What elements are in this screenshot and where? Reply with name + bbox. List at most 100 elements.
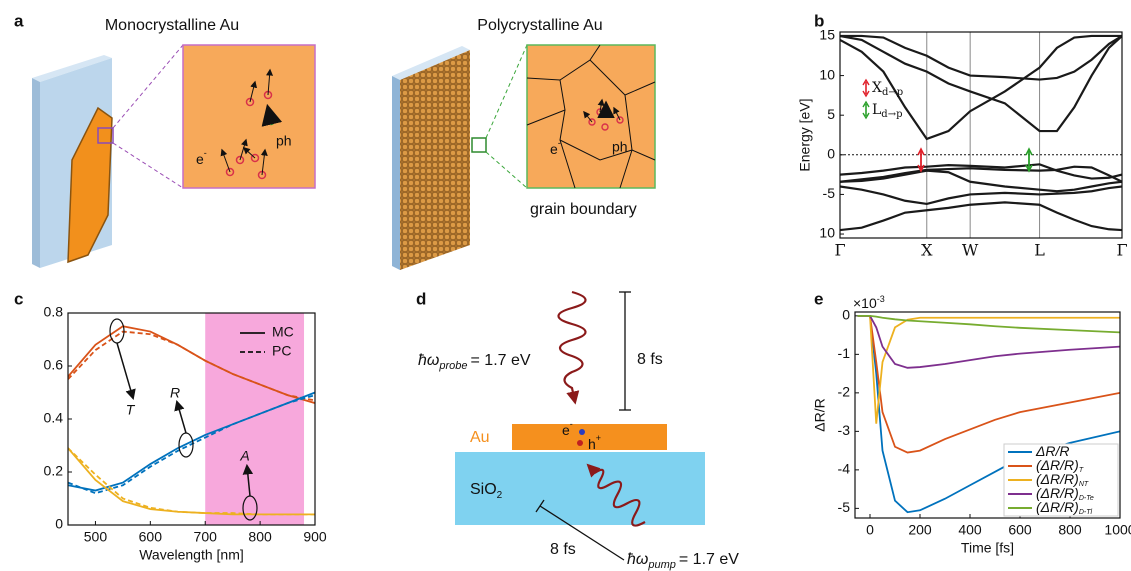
electron-sup: - bbox=[570, 419, 573, 429]
y-tick-label: 15 bbox=[819, 27, 835, 43]
y-axis-label: ΔR/R bbox=[812, 398, 828, 431]
legend-label-sub: D-Tl bbox=[1079, 509, 1093, 516]
hole-dot bbox=[577, 440, 583, 446]
x-tick-label: X bbox=[921, 241, 933, 260]
legend-label-main: (ΔR/R) bbox=[1036, 499, 1079, 515]
y-tick-label: 5 bbox=[827, 106, 835, 122]
probe-energy: ħωprobe = 1.7 eV bbox=[418, 352, 531, 372]
annotation-arrow bbox=[117, 343, 133, 398]
x-tick-label: 900 bbox=[303, 529, 327, 545]
x-tick-label: 600 bbox=[1008, 522, 1032, 538]
annotation: Ld→p bbox=[872, 102, 902, 120]
x-tick-label: 200 bbox=[908, 522, 932, 538]
electron-sup: - bbox=[558, 138, 561, 148]
y-tick-label: -4 bbox=[838, 461, 851, 477]
pump-duration: 8 fs bbox=[550, 541, 576, 558]
electron-dot bbox=[579, 429, 585, 435]
panel-label: d bbox=[416, 289, 426, 308]
y-exponent-power: -3 bbox=[877, 294, 885, 304]
y-tick-label: -5 bbox=[838, 499, 851, 515]
x-tick-label: 500 bbox=[84, 529, 108, 545]
electron-text: e bbox=[562, 422, 570, 438]
y-tick-label: 0 bbox=[842, 307, 850, 323]
y-axis-label: Energy [eV] bbox=[797, 98, 813, 171]
y-tick-label: 0.2 bbox=[44, 463, 64, 479]
annotation-label: T bbox=[126, 402, 136, 418]
x-axis-label: Time [fs] bbox=[961, 540, 1014, 556]
x-tick-label: L bbox=[1034, 241, 1045, 260]
x-tick-label: 600 bbox=[139, 529, 163, 545]
probe-sub: probe bbox=[438, 360, 467, 372]
plot-frame bbox=[840, 32, 1122, 238]
band-line bbox=[840, 202, 1122, 230]
mono-slab bbox=[32, 45, 183, 268]
probe-rest: = 1.7 eV bbox=[471, 352, 531, 369]
probe-pulse bbox=[559, 292, 632, 410]
annotation-main: L bbox=[872, 102, 881, 118]
pump-symbol: ħω bbox=[627, 551, 648, 568]
substrate-text: SiO bbox=[470, 481, 497, 498]
band-line bbox=[840, 36, 1122, 80]
poly-inset bbox=[527, 45, 655, 188]
band-line bbox=[840, 171, 1122, 192]
phonon-label: ph bbox=[612, 139, 628, 155]
y-exponent: ×10-3 bbox=[853, 294, 885, 310]
x-tick-label: 800 bbox=[248, 529, 272, 545]
annotation-main: X bbox=[872, 80, 882, 96]
electron-text: e bbox=[550, 141, 558, 157]
gold-label: Au bbox=[470, 429, 490, 446]
x-tick-label: W bbox=[962, 241, 979, 260]
y-tick-label: 0 bbox=[55, 516, 63, 532]
electron-sup: - bbox=[204, 148, 207, 158]
poly-slab bbox=[392, 45, 527, 270]
y-tick-label: 10 bbox=[819, 225, 835, 241]
y-tick-label: 0.6 bbox=[44, 357, 64, 373]
panel-label: a bbox=[14, 11, 24, 30]
hole-text: h bbox=[588, 436, 596, 452]
x-tick-label: 0 bbox=[866, 522, 874, 538]
x-tick-label: Γ bbox=[1116, 241, 1127, 260]
hole-sup: + bbox=[596, 433, 601, 443]
y-tick-label: -2 bbox=[838, 384, 851, 400]
panel-label: e bbox=[814, 289, 823, 308]
y-tick-label: -3 bbox=[838, 422, 851, 438]
band-line bbox=[858, 316, 1121, 368]
page: a b c d e Monocrystalline Au e- ph Polyc… bbox=[0, 0, 1131, 571]
x-tick-label: 1000 bbox=[1104, 522, 1131, 538]
annotation-label: R bbox=[170, 385, 180, 401]
annotation: Xd→p bbox=[872, 80, 903, 98]
probe-symbol: ħω bbox=[418, 352, 439, 369]
figure: a b c d e Monocrystalline Au e- ph Polyc… bbox=[0, 0, 1131, 571]
legend-label: MC bbox=[272, 324, 294, 340]
electron-text: e bbox=[196, 151, 204, 167]
annotation-label: A bbox=[239, 448, 249, 464]
poly-title: Polycrystalline Au bbox=[477, 17, 602, 34]
y-tick-label: 10 bbox=[819, 66, 835, 82]
x-tick-label: 800 bbox=[1058, 522, 1082, 538]
y-exponent-base: ×10 bbox=[853, 295, 877, 311]
annotation-arrow bbox=[177, 402, 186, 433]
substrate-sub: 2 bbox=[497, 490, 503, 501]
x-axis-label: Wavelength [nm] bbox=[139, 547, 244, 563]
pump-rest: = 1.7 eV bbox=[679, 551, 739, 568]
y-tick-label: -1 bbox=[838, 345, 851, 361]
band-line bbox=[858, 316, 1121, 453]
annotation-sub: d→p bbox=[882, 87, 903, 98]
pump-sub: pump bbox=[647, 559, 676, 571]
grain-boundary-label: grain boundary bbox=[530, 201, 637, 218]
legend-label: PC bbox=[272, 343, 291, 359]
legend-label-sub: NT bbox=[1079, 481, 1089, 488]
mono-title: Monocrystalline Au bbox=[105, 17, 239, 34]
x-tick-label: 400 bbox=[958, 522, 982, 538]
probe-duration: 8 fs bbox=[637, 351, 663, 368]
phonon-label: ph bbox=[276, 133, 292, 149]
x-tick-label: 700 bbox=[194, 529, 218, 545]
y-tick-label: 0.4 bbox=[44, 410, 64, 426]
legend-label-sub: D-Te bbox=[1079, 495, 1094, 502]
annotation-sub: d→p bbox=[881, 109, 902, 120]
panel-label: c bbox=[14, 289, 23, 308]
pump-energy: ħωpump= 1.7 eV bbox=[627, 551, 739, 571]
legend-label-sub: T bbox=[1079, 467, 1084, 474]
y-tick-label: 0.8 bbox=[44, 304, 64, 320]
y-tick-label: 0 bbox=[827, 146, 835, 162]
